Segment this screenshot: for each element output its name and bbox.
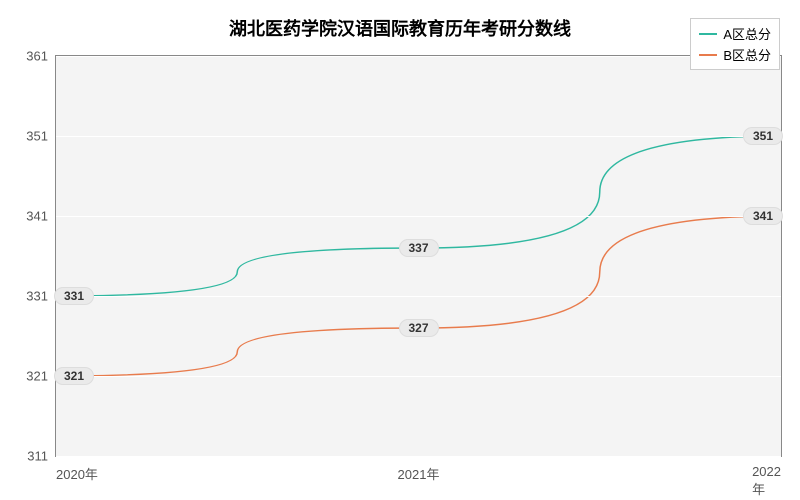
legend-item-b: B区总分: [699, 44, 771, 65]
y-tick-label: 311: [27, 449, 56, 464]
y-tick-label: 361: [26, 49, 56, 64]
data-label: 341: [743, 207, 783, 225]
grid-line: [56, 376, 781, 377]
plot-area: 3113213313413513612020年2021年2022年3313373…: [55, 55, 782, 457]
y-tick-label: 341: [26, 209, 56, 224]
legend-swatch-a: [699, 33, 717, 35]
chart-container: 湖北医药学院汉语国际教育历年考研分数线 311 321 331 341 351 361 20…: [0, 0, 800, 500]
legend-item-a: A区总分: [699, 23, 771, 44]
y-tick-label: 351: [26, 129, 56, 144]
x-tick-label: 2022年: [752, 456, 781, 498]
legend: A区总分 B区总分: [690, 18, 780, 70]
grid-line: [56, 136, 781, 137]
grid-line: [56, 296, 781, 297]
y-tick-label: 331: [26, 289, 56, 304]
data-label: 351: [743, 127, 783, 145]
y-tick-label: 321: [26, 369, 56, 384]
chart-title: 湖北医药学院汉语国际教育历年考研分数线: [0, 15, 800, 41]
legend-label-a: A区总分: [723, 24, 771, 43]
legend-label-b: B区总分: [723, 45, 771, 64]
grid-line: [56, 216, 781, 217]
data-label: 337: [398, 239, 438, 257]
data-label: 321: [54, 367, 94, 385]
legend-swatch-b: [699, 54, 717, 56]
x-tick-label: 2020年: [56, 456, 98, 483]
data-label: 327: [398, 319, 438, 337]
grid-line: [56, 56, 781, 57]
x-tick-label: 2021年: [398, 456, 440, 483]
data-label: 331: [54, 287, 94, 305]
